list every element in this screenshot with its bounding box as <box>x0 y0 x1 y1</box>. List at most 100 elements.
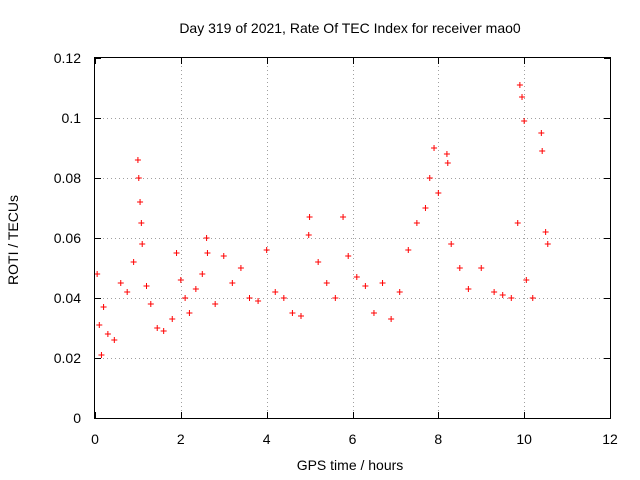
data-point <box>263 247 270 253</box>
data-point <box>147 301 154 307</box>
data-point <box>538 130 545 136</box>
data-point <box>169 316 176 322</box>
data-point <box>220 253 227 259</box>
data-point <box>229 280 236 286</box>
data-point <box>516 82 523 88</box>
y-tick-label: 0.1 <box>62 110 82 126</box>
data-point <box>508 295 515 301</box>
y-axis-label: ROTI / TECUs <box>5 195 21 285</box>
axis-ticks <box>95 58 611 419</box>
data-point <box>134 157 141 163</box>
x-tick-label: 12 <box>602 431 618 447</box>
data-point <box>137 199 144 205</box>
data-point <box>431 145 438 151</box>
data-point <box>199 271 206 277</box>
x-tick-label: 10 <box>516 431 532 447</box>
data-point <box>186 310 193 316</box>
data-point <box>104 331 111 337</box>
data-point <box>96 322 103 328</box>
data-point <box>143 283 150 289</box>
data-point <box>98 352 105 358</box>
data-point <box>514 220 521 226</box>
data-point <box>280 295 287 301</box>
data-point <box>182 295 189 301</box>
data-point <box>443 151 450 157</box>
data-point <box>237 265 244 271</box>
data-point <box>203 235 210 241</box>
data-point <box>542 229 549 235</box>
data-point <box>173 250 180 256</box>
data-point <box>388 316 395 322</box>
y-tick-label: 0.12 <box>54 50 81 66</box>
data-point <box>491 289 498 295</box>
data-point <box>332 295 339 301</box>
plot-frame <box>94 57 611 419</box>
data-point <box>345 253 352 259</box>
y-tick-label: 0.06 <box>54 230 81 246</box>
data-point <box>529 295 536 301</box>
data-point <box>306 214 313 220</box>
data-point <box>426 175 433 181</box>
data-point <box>138 220 145 226</box>
data-point <box>396 289 403 295</box>
data-point <box>413 220 420 226</box>
data-point <box>465 286 472 292</box>
data-point <box>544 241 551 247</box>
data-point <box>177 277 184 283</box>
x-axis-label: GPS time / hours <box>297 457 404 473</box>
data-point <box>523 277 530 283</box>
data-point <box>315 259 322 265</box>
data-point <box>405 247 412 253</box>
data-point <box>100 304 107 310</box>
data-point <box>448 241 455 247</box>
data-point <box>323 280 330 286</box>
data-point <box>298 313 304 319</box>
data-point <box>204 250 211 256</box>
data-point <box>135 175 142 181</box>
data-point <box>111 337 118 343</box>
data-point <box>340 214 347 220</box>
x-tick-label: 8 <box>434 431 442 447</box>
data-point <box>353 274 360 280</box>
data-point <box>160 328 167 334</box>
data-point <box>478 265 485 271</box>
data-point <box>139 241 146 247</box>
data-point <box>422 205 429 211</box>
chart-title: Day 319 of 2021, Rate Of TEC Index for r… <box>179 20 521 36</box>
x-tick-label: 2 <box>177 431 185 447</box>
data-point <box>154 325 161 331</box>
data-point <box>124 289 131 295</box>
y-tick-label: 0.02 <box>54 350 81 366</box>
data-point <box>444 160 451 166</box>
data-point <box>212 301 219 307</box>
x-tick-label: 0 <box>91 431 99 447</box>
data-point <box>539 148 546 154</box>
data-point <box>130 259 137 265</box>
data-point <box>435 190 442 196</box>
x-tick-label: 4 <box>263 431 271 447</box>
series-roti <box>94 82 551 358</box>
y-tick-labels: 0 0.02 0.04 0.06 0.08 0.1 0.12 <box>54 50 81 426</box>
y-tick-label: 0.08 <box>54 170 81 186</box>
data-point <box>117 280 124 286</box>
data-point <box>94 271 101 277</box>
x-tick-label: 6 <box>349 431 357 447</box>
data-point <box>521 118 528 124</box>
data-point <box>305 232 312 238</box>
y-tick-label: 0 <box>73 410 81 426</box>
data-point <box>289 310 296 316</box>
y-tick-label: 0.04 <box>54 290 81 306</box>
data-point <box>456 265 463 271</box>
data-point <box>379 280 386 286</box>
data-point <box>362 283 369 289</box>
data-point <box>192 286 199 292</box>
data-points <box>94 82 551 358</box>
x-tick-labels: 0 2 4 6 8 10 12 <box>91 431 618 447</box>
data-point <box>519 94 526 100</box>
data-point <box>255 298 262 304</box>
data-point <box>499 292 506 298</box>
data-point <box>246 295 253 301</box>
data-point <box>370 310 377 316</box>
